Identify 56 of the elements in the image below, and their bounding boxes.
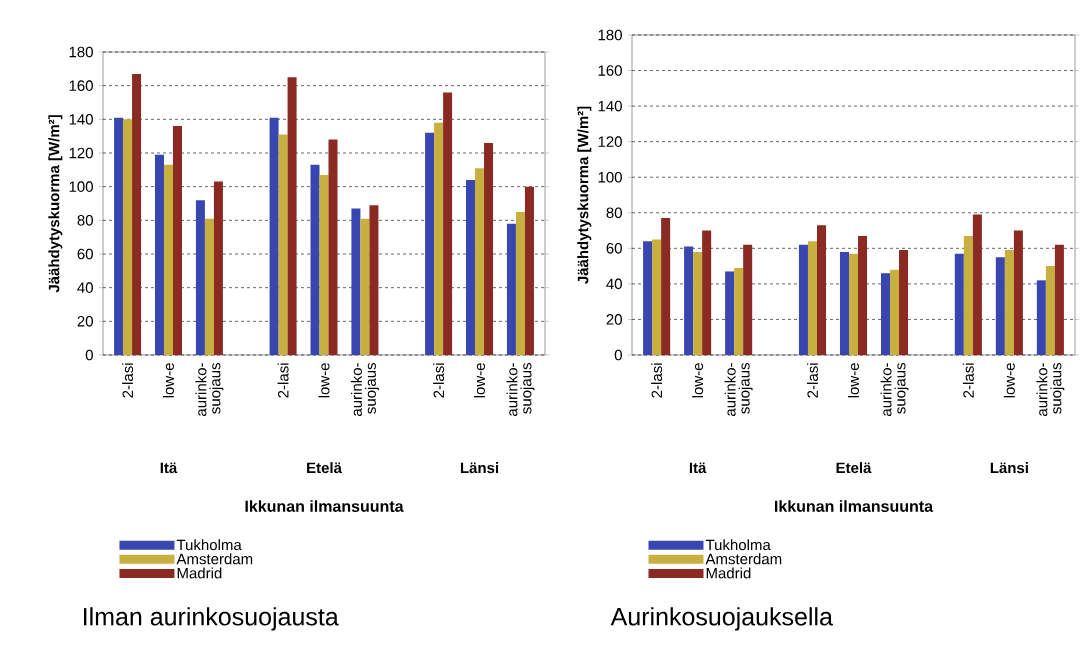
x-tick-label: 2-lasi: [651, 363, 663, 398]
y-tick-label: 80: [77, 215, 93, 226]
x-tick-label: low-e: [848, 363, 860, 398]
x-tick-label: aurinko-suojaus: [880, 363, 909, 417]
x-tick-label: low-e: [474, 363, 486, 398]
y-tick-label: 80: [606, 207, 622, 219]
text: Länsi: [990, 462, 1028, 474]
y-tick-label: 160: [598, 65, 622, 76]
text: Itä: [689, 462, 707, 474]
y-axis-title: Jäähdytyskuorma [W/m²]: [48, 115, 63, 293]
text: Ilman aurinkosuojausta: [83, 607, 339, 631]
y-tick-label: 140: [69, 114, 93, 125]
x-tick-label: aurinko-suojaus: [350, 363, 379, 417]
y-tick-label: 40: [606, 278, 622, 290]
x-tick-label: 2-lasi: [122, 363, 134, 398]
y-tick-label: 20: [606, 314, 622, 325]
y-tick-label: 60: [606, 243, 622, 254]
text: Etelä: [307, 462, 342, 474]
text: Itä: [160, 462, 178, 474]
x-tick-label: aurinko-suojaus: [506, 363, 535, 417]
y-axis-title: Jäähdytyskuorma [W/m²]: [577, 106, 592, 284]
x-tick-label: 2-lasi: [433, 363, 445, 398]
y-tick-label: 20: [77, 316, 93, 327]
x-axis-title: Ikkunan ilmansuunta: [245, 500, 404, 512]
y-tick-label: 40: [77, 282, 93, 293]
x-axis-title: Ikkunan ilmansuunta: [775, 500, 934, 512]
x-tick-label: low-e: [692, 363, 704, 398]
x-tick-label: aurinko-suojaus: [195, 363, 224, 417]
legend-label: Madrid: [177, 567, 222, 579]
y-tick-label: 0: [614, 349, 622, 361]
y-tick-label: 100: [598, 171, 622, 183]
legend-label: Madrid: [706, 567, 751, 579]
legend-label: Amsterdam: [705, 553, 782, 565]
y-tick-label: 0: [85, 349, 93, 361]
x-tick-label: aurinko-suojaus: [1036, 363, 1065, 417]
legend-label: Tukholma: [176, 539, 242, 551]
x-tick-label: 2-lasi: [962, 363, 974, 398]
x-tick-label: low-e: [318, 363, 330, 398]
x-tick-label: 2-lasi: [806, 363, 818, 398]
x-tick-label: aurinko-suojaus: [724, 363, 753, 417]
y-tick-label: 120: [69, 147, 93, 159]
y-tick-label: 180: [598, 29, 622, 41]
legend-label: Amsterdam: [176, 553, 253, 565]
x-tick-label: low-e: [162, 363, 174, 398]
y-tick-label: 120: [598, 136, 622, 147]
y-tick-label: 160: [69, 80, 93, 91]
x-tick-label: 2-lasi: [277, 363, 289, 398]
x-tick-label: low-e: [1003, 363, 1015, 398]
text: Aurinkosuojauksella: [610, 607, 833, 631]
legend-label: Tukholma: [705, 539, 771, 551]
y-tick-label: 100: [69, 181, 93, 192]
y-tick-label: 60: [77, 248, 93, 260]
text: Länsi: [460, 462, 499, 474]
y-tick-label: 140: [598, 100, 622, 112]
text: Etelä: [836, 462, 872, 474]
y-tick-label: 180: [69, 46, 93, 58]
